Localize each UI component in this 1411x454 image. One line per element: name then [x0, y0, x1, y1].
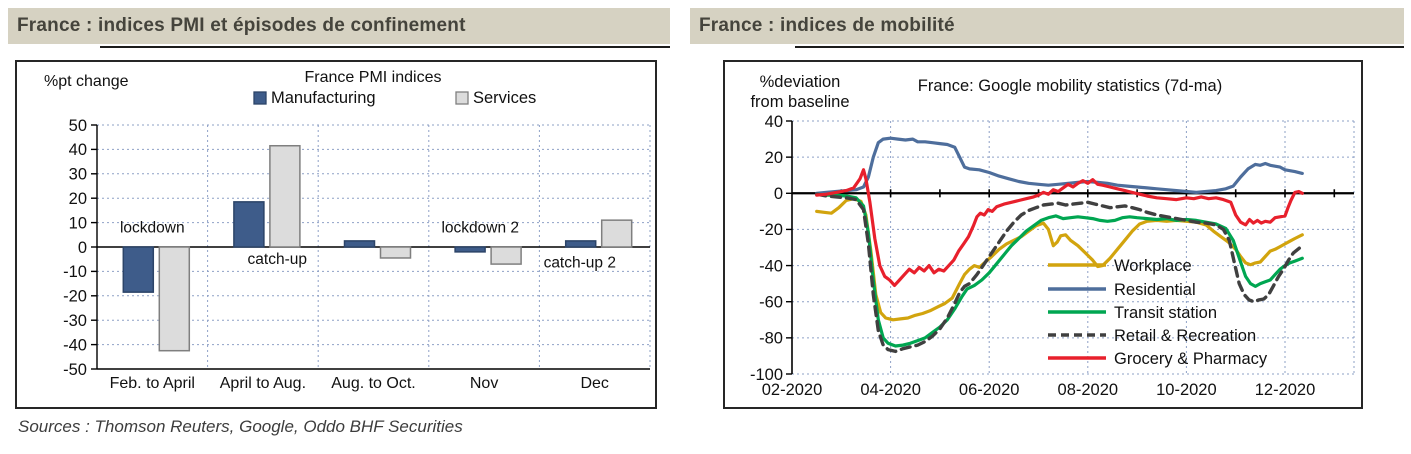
legend-label-grocery-pharmacy: Grocery & Pharmacy — [1114, 350, 1268, 368]
annotation-lockdown: lockdown — [120, 219, 185, 236]
x-category-label: April to Aug. — [220, 375, 306, 392]
y-tick-label: -10 — [63, 263, 87, 281]
y-tick-label: 30 — [69, 166, 87, 184]
y-tick-label: 0 — [78, 239, 87, 257]
bar-services-0 — [158, 246, 191, 352]
y-tick-label: -20 — [63, 288, 87, 306]
bar-manufacturing-4 — [564, 240, 597, 248]
bar-services-1 — [269, 144, 301, 248]
x-category-label: Dec — [580, 375, 608, 392]
bar-manufacturing-1 — [233, 201, 265, 248]
series-residential — [815, 136, 1304, 195]
legend-label-residential: Residential — [1114, 281, 1196, 299]
bar-manufacturing-3 — [454, 246, 486, 253]
pmi-chart-box: 50 40 30 20 10 0 -10 -20 -30 -40 -50 Feb. to April A… — [15, 60, 657, 409]
annotation-catch-up-2: catch-up 2 — [544, 255, 616, 272]
x-tick-label: 06-2020 — [959, 381, 1020, 399]
header-underline-left — [100, 46, 670, 48]
x-tick-label: 02-2020 — [762, 381, 823, 399]
y-axis-title-line2: from baseline — [750, 93, 849, 111]
panel-header-pmi: France : indices PMI et épisodes de conf… — [8, 8, 670, 44]
y-tick-label: 40 — [69, 141, 87, 159]
y-tick-label: -80 — [759, 330, 783, 348]
panel-header-mobility-title: France : indices de mobilité — [699, 15, 955, 36]
legend-label-services: Services — [473, 89, 536, 107]
header-underline-right — [795, 46, 1404, 48]
x-category-label: Nov — [470, 375, 498, 392]
legend-label-workplace: Workplace — [1114, 257, 1192, 275]
y-tick-label: -40 — [63, 336, 87, 354]
annotation-catch-up: catch-up — [248, 251, 307, 268]
y-tick-label: 10 — [69, 214, 87, 232]
y-tick-label: 20 — [765, 149, 783, 167]
y-tick-label: 40 — [765, 113, 783, 131]
source-note: Sources : Thomson Reuters, Google, Oddo … — [18, 417, 463, 436]
legend-label-retail-recreation: Retail & Recreation — [1114, 327, 1256, 345]
chart-title: France: Google mobility statistics (7d-m… — [918, 77, 1222, 95]
legend-swatch-manufacturing — [253, 91, 267, 105]
mobility-chart-box: 40 20 0 -20 -40 -60 -80 -100 02-2020 04-2020 06-20… — [723, 60, 1363, 409]
x-tick-label: 08-2020 — [1058, 381, 1119, 399]
bar-manufacturing-2 — [343, 240, 376, 248]
y-tick-label: -50 — [63, 361, 87, 379]
series-retail-recreation — [814, 192, 1304, 354]
y-axis-title-line1: %deviation — [760, 73, 841, 91]
x-tick-label: 10-2020 — [1156, 381, 1217, 399]
panel-header-pmi-title: France : indices PMI et épisodes de conf… — [17, 15, 466, 36]
x-category-label: Aug. to Oct. — [331, 375, 415, 392]
bar-manufacturing-0 — [122, 246, 155, 293]
y-tick-label: 20 — [69, 190, 87, 208]
series-grocery-pharmacy — [815, 168, 1304, 287]
bar-services-4 — [600, 219, 633, 248]
y-tick-label: -100 — [750, 366, 783, 384]
legend-swatch-services — [455, 91, 469, 105]
y-tick-label: -60 — [759, 293, 783, 311]
legend-label-manufacturing: Manufacturing — [271, 89, 376, 107]
series-transit-station — [815, 192, 1304, 348]
x-tick-label: 04-2020 — [860, 381, 921, 399]
x-category-label: Feb. to April — [110, 375, 195, 392]
unit-label: %pt change — [44, 73, 129, 90]
y-tick-label: 0 — [774, 185, 783, 203]
y-tick-label: 50 — [69, 117, 87, 135]
pmi-chart-svg: 50 40 30 20 10 0 -10 -20 -30 -40 -50 Feb. to April A… — [44, 69, 651, 392]
y-tick-label: -20 — [759, 221, 783, 239]
x-tick-label: 12-2020 — [1255, 381, 1316, 399]
legend-label-transit-station: Transit station — [1114, 304, 1217, 322]
bar-services-2 — [379, 246, 412, 259]
bar-services-3 — [490, 246, 522, 265]
y-tick-label: -30 — [63, 312, 87, 330]
annotation-lockdown-2: lockdown 2 — [441, 219, 519, 236]
panel-header-mobility: France : indices de mobilité — [690, 8, 1404, 44]
chart-title: France PMI indices — [305, 69, 442, 86]
y-tick-label: -40 — [759, 257, 783, 275]
